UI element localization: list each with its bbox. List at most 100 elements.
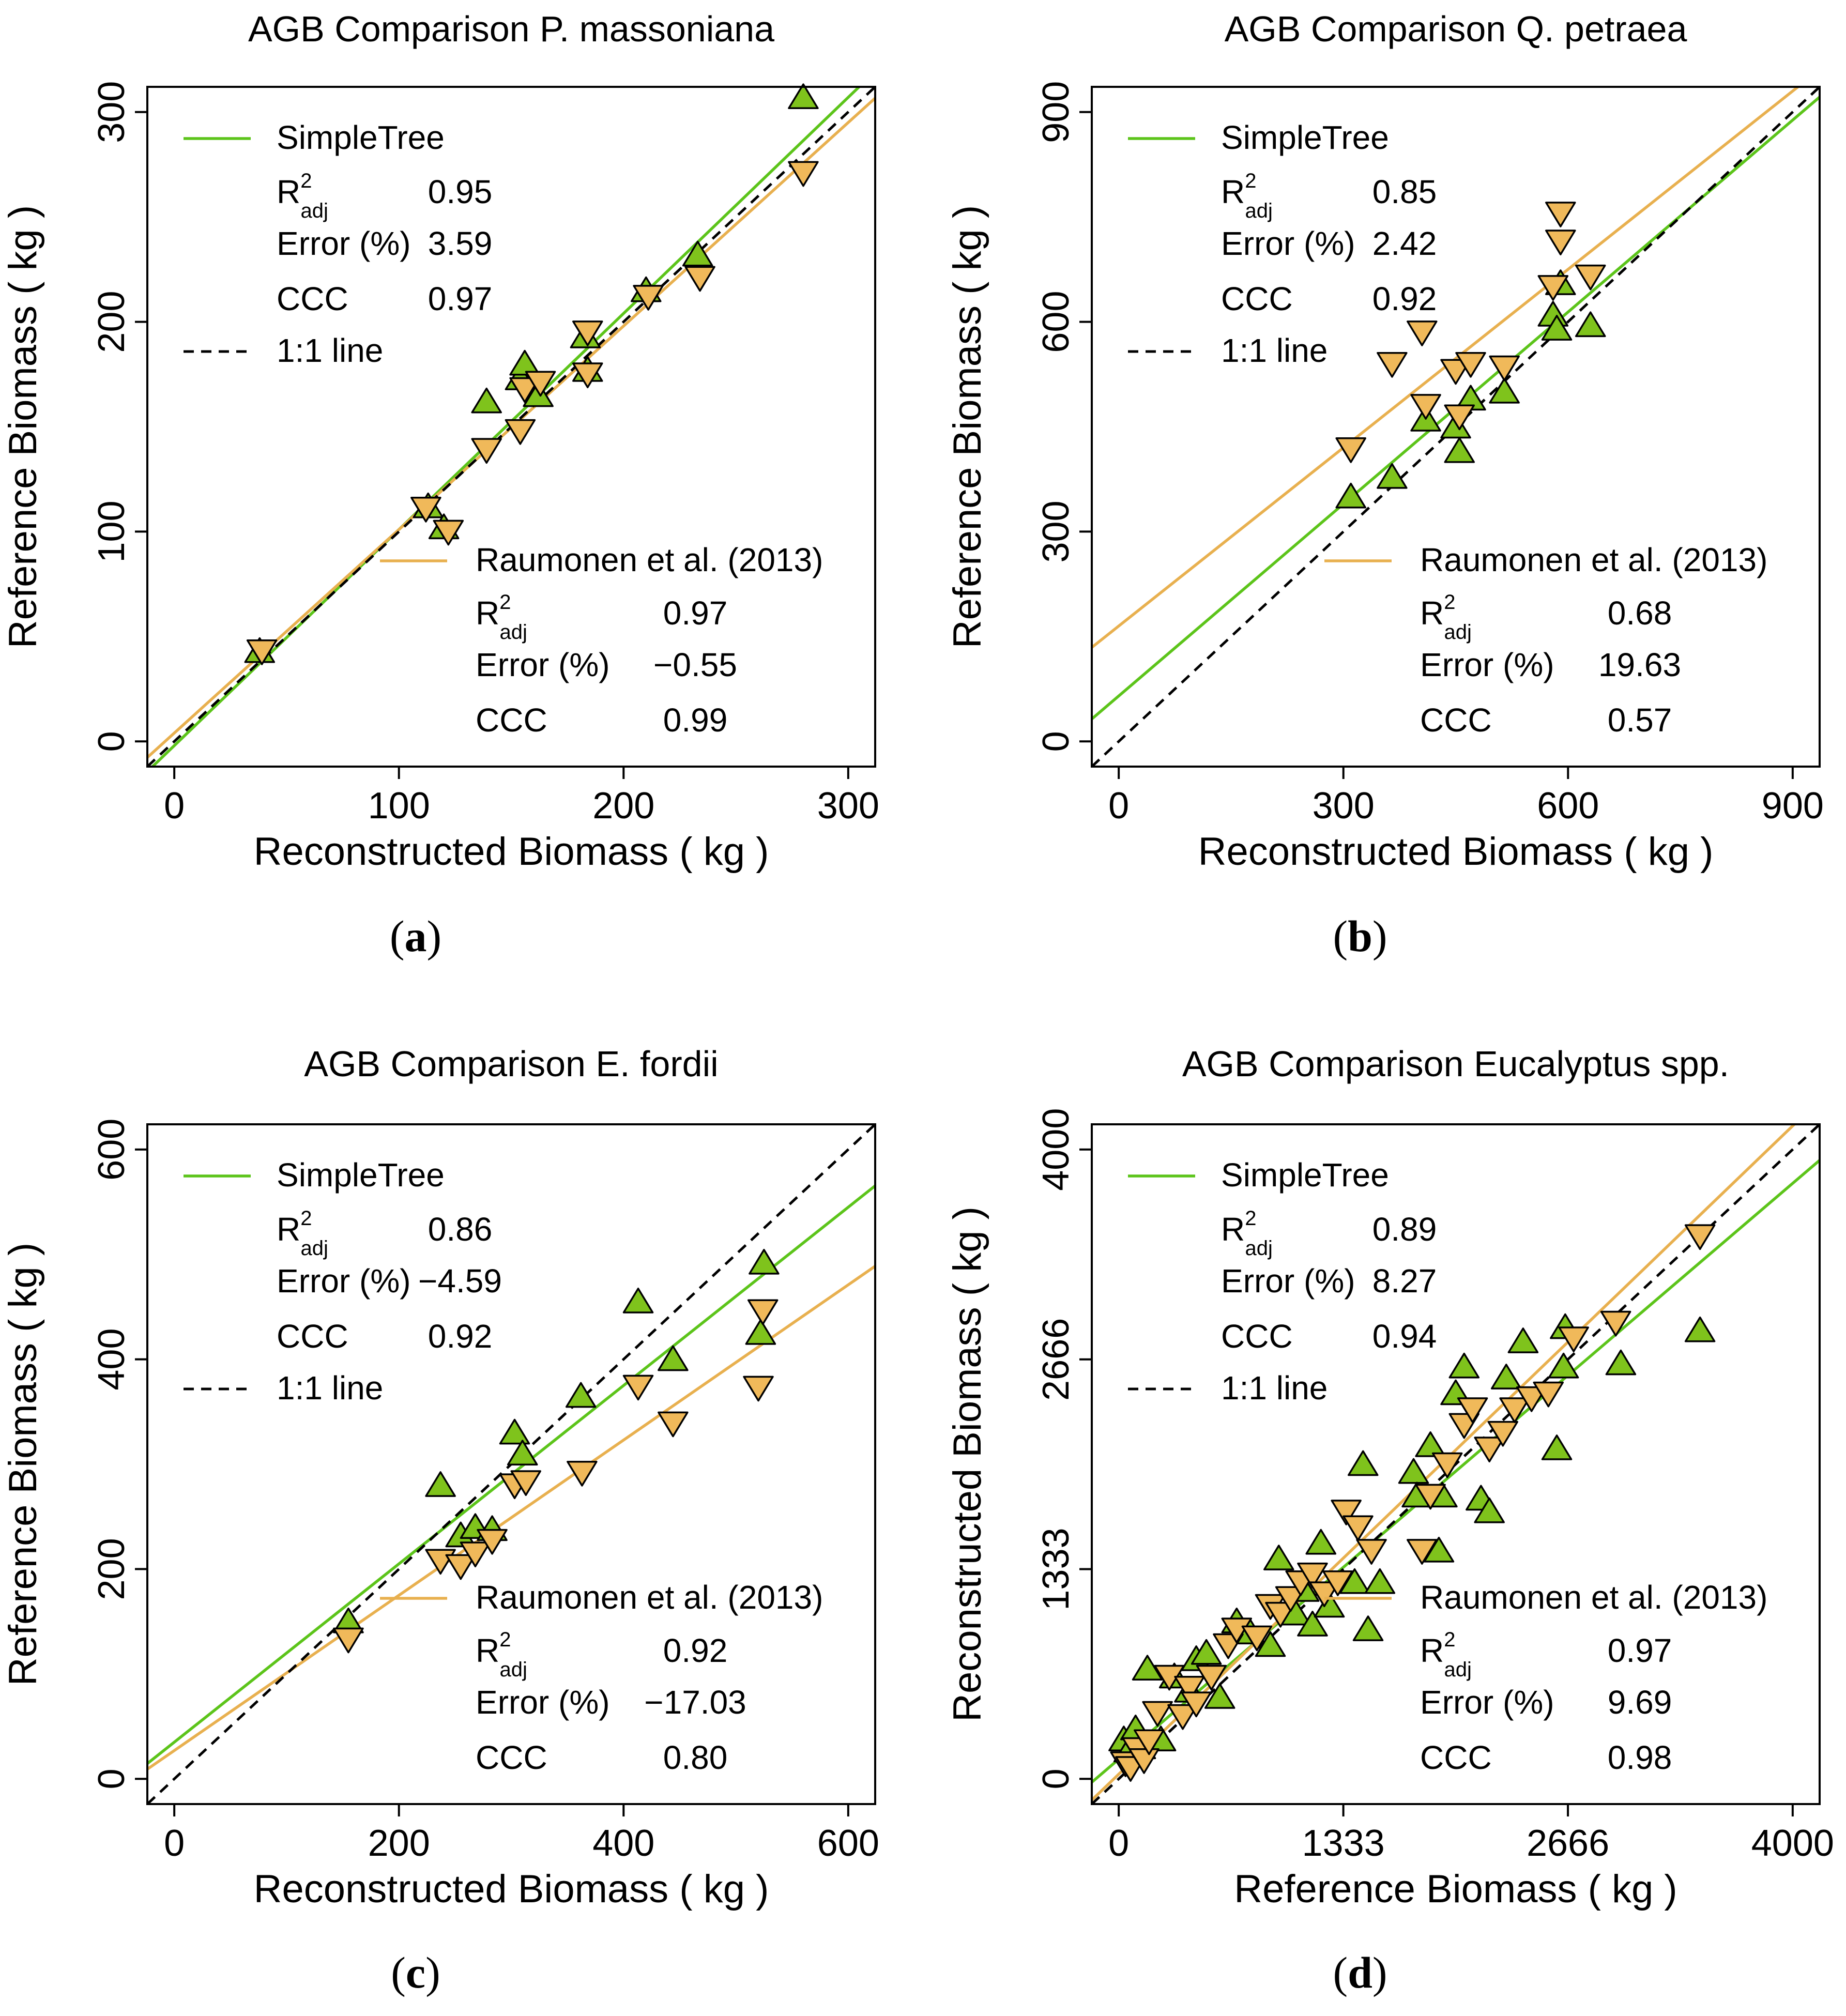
raumonen-point (477, 1529, 508, 1555)
markers-c (333, 1248, 780, 1654)
raumonen-point (567, 1460, 598, 1487)
simpletree-point (1398, 1458, 1429, 1484)
legend-raumonen-r2-value: 0.68 (1608, 594, 1672, 632)
legend-raumonen-ccc-value: 0.57 (1608, 701, 1672, 739)
raumonen-point (1377, 352, 1408, 378)
raumonen-point (471, 438, 502, 464)
legend-simpletree-error-value: 2.42 (1372, 225, 1437, 262)
legend-raumonen-r2-label: R2 adj (1420, 591, 1472, 644)
legend-raumonen-ccc-value: 0.99 (663, 701, 728, 739)
legend-simpletree-error-value: 8.27 (1372, 1262, 1437, 1300)
simpletree-point (565, 1382, 597, 1408)
x-tick-label: 0 (164, 1823, 185, 1864)
simpletree-point (658, 1345, 689, 1371)
legend-raumonen-error-label: Error (%) (476, 1684, 610, 1721)
simpletree-point (1314, 1592, 1345, 1618)
legend-simpletree-r2-value: 0.86 (428, 1211, 493, 1248)
raumonen-point (572, 320, 603, 346)
legend-simpletree-ccc-value: 0.94 (1372, 1318, 1437, 1355)
raumonen-point (509, 377, 540, 403)
legend-raumonen-r2-label: R2 adj (476, 591, 527, 644)
plot-frame-d (1091, 1123, 1821, 1805)
simpletree-point (1339, 1568, 1370, 1594)
legend-raumonen-c: Raumonen et al. (2013) R2 adj 0.92 Error (%)… (380, 1579, 823, 1776)
legend-simpletree-r2-label: R2 adj (277, 170, 328, 222)
raumonen-point (1128, 1748, 1160, 1774)
legend-simpletree-error-label: Error (%) (277, 1262, 411, 1300)
simpletree-point (1605, 1349, 1637, 1376)
legend-raumonen-b: Raumonen et al. (2013) R2 adj 0.68 Error (%)… (1324, 541, 1767, 739)
raumonen-point (505, 419, 536, 445)
raumonen-point (684, 266, 715, 292)
y-tick-label: 200 (91, 1538, 132, 1600)
panel-label-a: (a) (390, 911, 441, 961)
x-tick-label: 0 (164, 785, 185, 827)
raumonen-point (1407, 1539, 1438, 1565)
y-axis-label-d: Reconstructed Biomass ( kg ) (945, 1206, 989, 1722)
y-tick-label: 600 (1035, 291, 1077, 353)
simpletree-point (682, 240, 713, 267)
legend-raumonen-error-label: Error (%) (476, 646, 610, 683)
panel-c: AGB Comparison E. fordii 0 200 400 600 0 200 40… (1, 1044, 879, 1997)
legend-raumonen-name: Raumonen et al. (2013) (476, 541, 823, 578)
legend-simpletree-r2-label: R2 adj (1221, 170, 1273, 222)
raumonen-point (433, 520, 464, 546)
raumonen-point (1181, 1691, 1212, 1718)
x-tick-label: 2666 (1527, 1823, 1609, 1864)
legend-raumonen-name: Raumonen et al. (2013) (1420, 541, 1767, 578)
raumonen-point (1265, 1601, 1296, 1628)
simpletree-point (1444, 437, 1475, 463)
panel-a: AGB Comparison P. massoniana 0 100 200 300 0 1… (1, 9, 879, 961)
legend-simpletree-ccc-label: CCC (1221, 280, 1293, 317)
raumonen-point (1356, 1539, 1387, 1565)
legend-raumonen-ccc-label: CCC (1420, 1739, 1492, 1776)
legend-simpletree-d: SimpleTree R2 adj 0.89 Error (%) 8.27 CCC 0.94 1… (1128, 1156, 1437, 1407)
x-tick-label: 200 (368, 1823, 430, 1864)
legend-identity-label: 1:1 line (1221, 1369, 1328, 1407)
panel-label-c: (c) (391, 1948, 440, 1997)
legend-simpletree-error-label: Error (%) (1221, 1262, 1355, 1300)
legend-simpletree-r2-value: 0.95 (428, 173, 493, 210)
legend-simpletree-name: SimpleTree (1221, 1156, 1389, 1194)
raumonen-point (1415, 1484, 1446, 1510)
x-axis-label-d: Reference Biomass ( kg ) (1234, 1867, 1677, 1911)
raumonen-point (1196, 1664, 1227, 1691)
raumonen-point (525, 371, 556, 397)
simpletree-point (1541, 315, 1573, 341)
panel-d: AGB Comparison Eucalyptus spp. 0 1333 2666 4… (945, 1044, 1834, 1997)
simpletree-point (1491, 1364, 1522, 1389)
y-tick-label: 4000 (1035, 1108, 1077, 1191)
simpletree-point (745, 1319, 776, 1345)
legend-simpletree-name: SimpleTree (277, 1156, 445, 1194)
simpletree-point (1335, 482, 1366, 509)
legend-identity-label: 1:1 line (277, 332, 383, 369)
raumonen-point (743, 1376, 774, 1402)
legend-raumonen-a: Raumonen et al. (2013) R2 adj 0.97 Error (%)… (380, 541, 823, 739)
chart-title-b: AGB Comparison Q. petraea (1225, 9, 1687, 49)
simpletree-point (1575, 311, 1606, 338)
simpletree-point (1541, 1434, 1573, 1460)
legend-simpletree-a: SimpleTree R2 adj 0.95 Error (%) 3.59 CCC 0.97 1… (184, 119, 492, 369)
markers-a (244, 83, 819, 665)
simpletree-point (1263, 1545, 1294, 1570)
x-axis-label-b: Reconstructed Biomass ( kg ) (1198, 830, 1714, 874)
x-tick-label: 300 (1313, 785, 1375, 827)
simpletree-point (1423, 1536, 1455, 1563)
markers-d (1108, 1224, 1716, 1782)
simpletree-point (1415, 1431, 1446, 1457)
simpletree-point (1507, 1327, 1539, 1353)
raumonen-point (1600, 1310, 1631, 1337)
simpletree-point (1255, 1631, 1286, 1657)
raumonen-point (572, 362, 603, 388)
raumonen-point (1167, 1704, 1198, 1730)
y-tick-label: 900 (1035, 81, 1077, 143)
raumonen-point (1474, 1437, 1505, 1463)
legend-simpletree-ccc-value: 0.97 (428, 280, 493, 317)
raumonen-point (246, 639, 278, 665)
x-axis-label-a: Reconstructed Biomass ( kg ) (254, 830, 769, 874)
raumonen-point (1322, 1570, 1353, 1596)
legend-simpletree-r2-label: R2 adj (1221, 1207, 1273, 1260)
raumonen-point (1309, 1581, 1340, 1608)
y-tick-label: 100 (91, 500, 132, 562)
